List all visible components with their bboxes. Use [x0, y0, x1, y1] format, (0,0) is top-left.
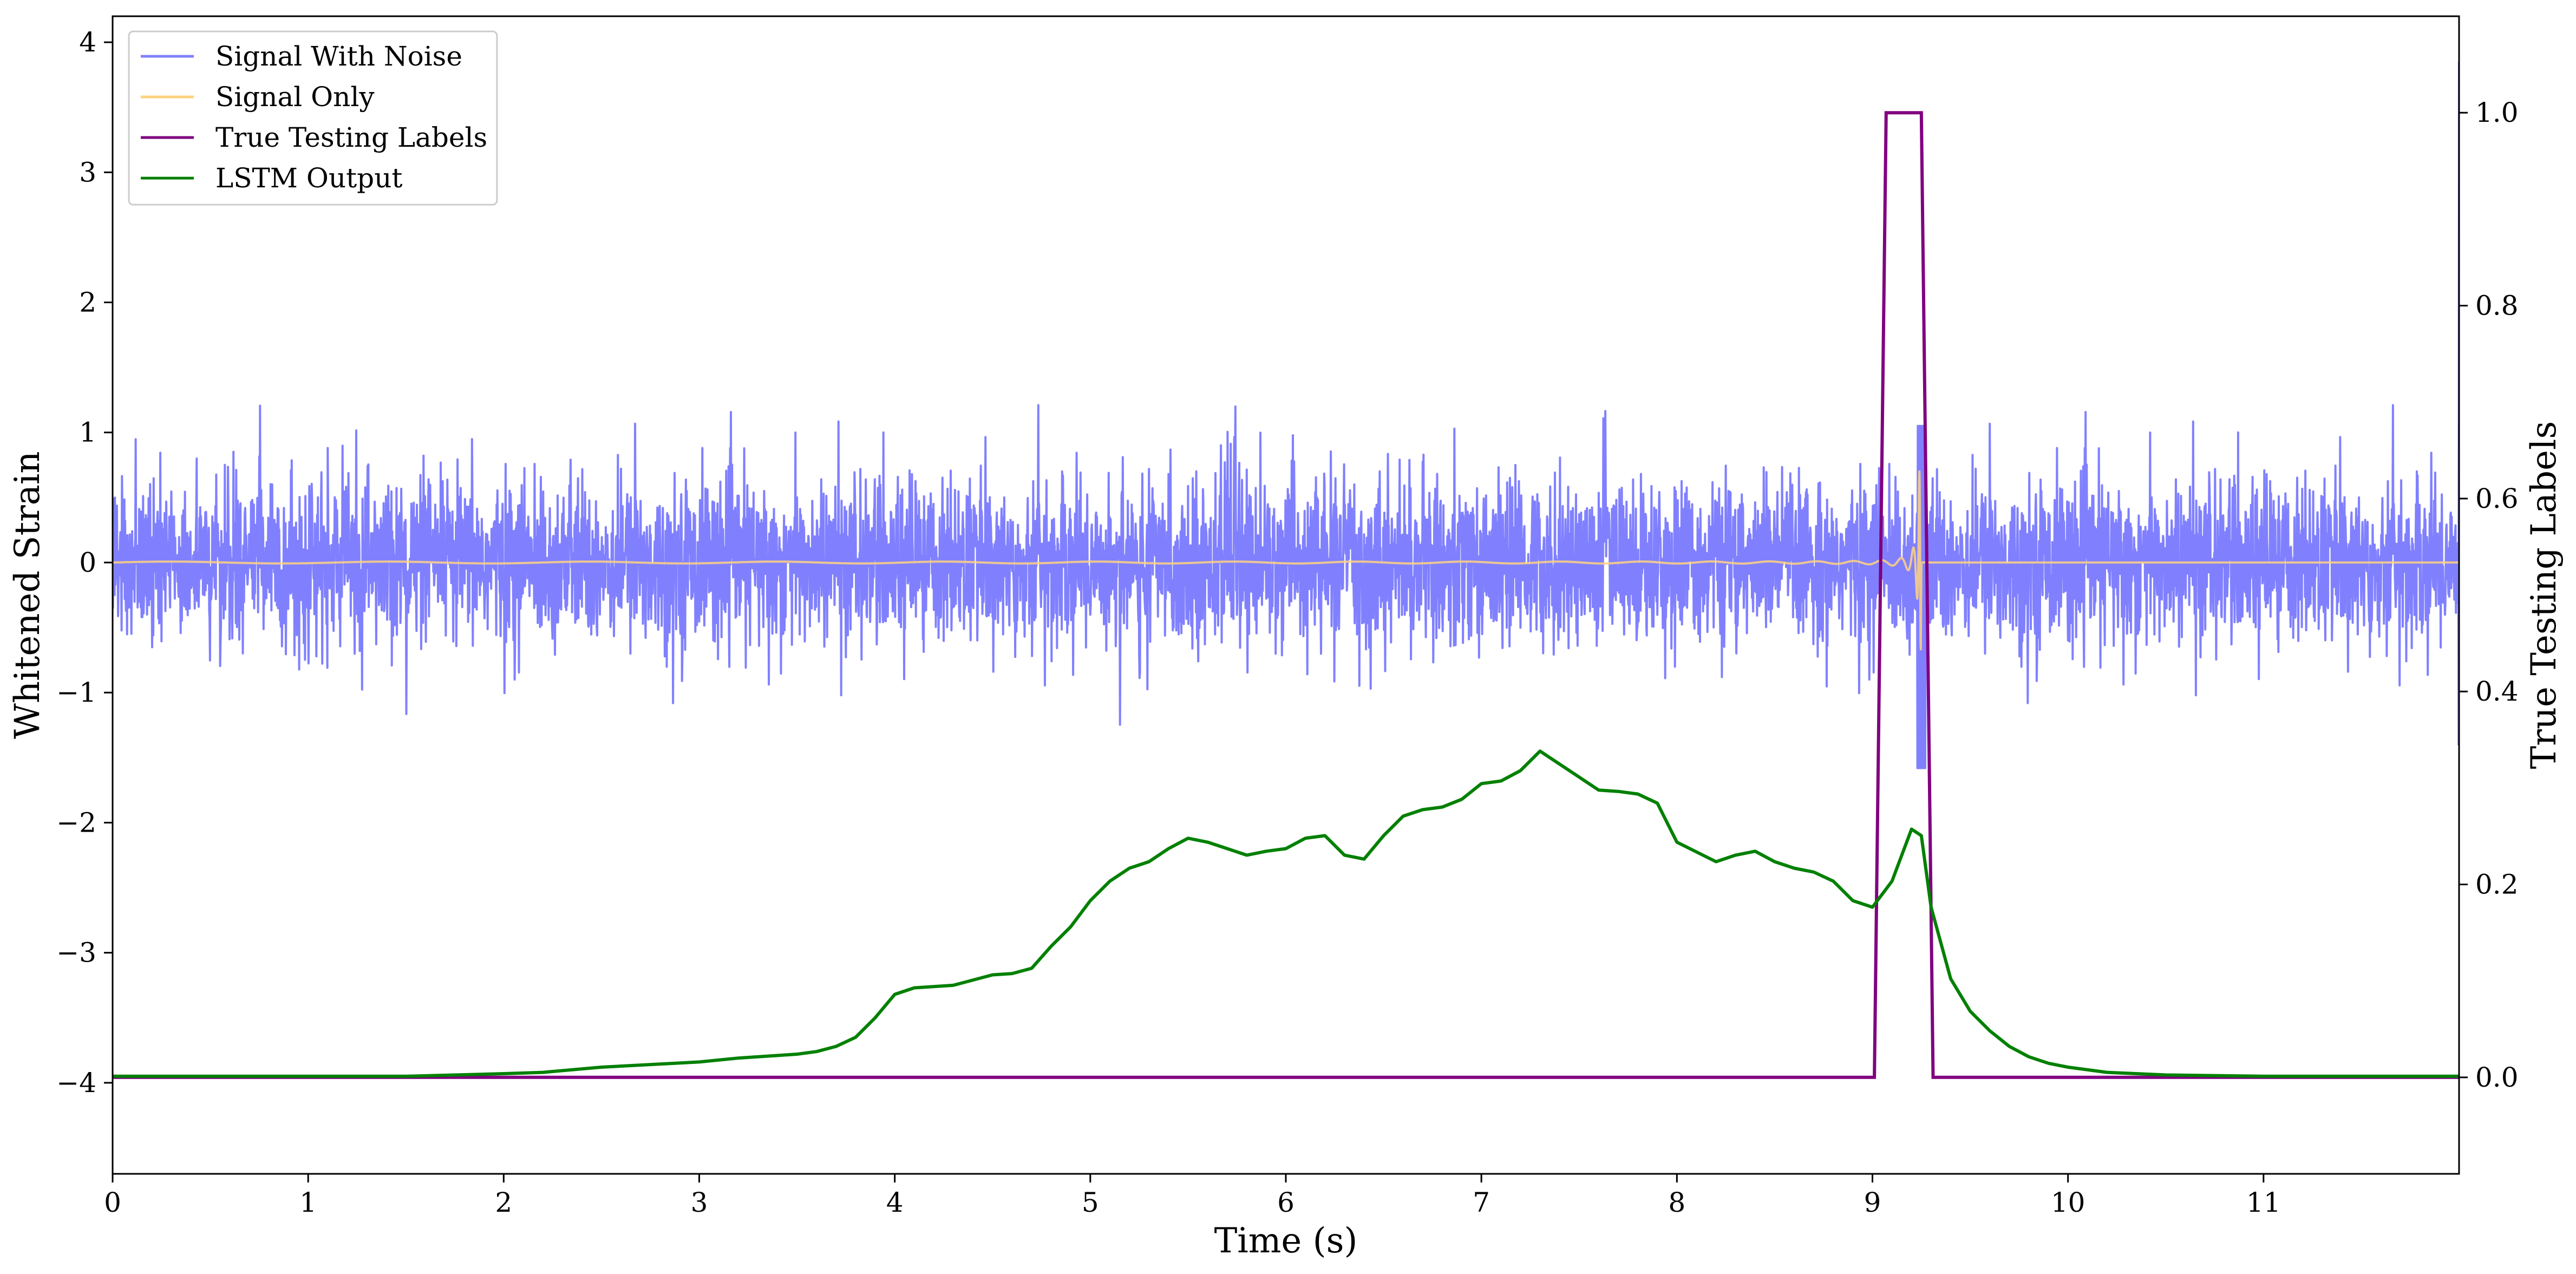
series-line-signal-with-noise [113, 62, 2459, 769]
x-axis-title: Time (s) [1214, 1221, 1358, 1261]
y-left-tick-label: 1 [79, 417, 96, 448]
x-tick-label: 0 [104, 1187, 121, 1218]
y-right-tick-label: 0.8 [2475, 290, 2519, 322]
legend-label-true-testing-labels: True Testing Labels [215, 122, 487, 153]
x-tick-label: 7 [1473, 1187, 1490, 1218]
y-left-tick-label: −2 [56, 807, 96, 838]
legend-label-lstm-output: LSTM Output [215, 162, 402, 194]
y-left-tick-label: −1 [56, 677, 96, 708]
x-tick-label: 5 [1082, 1187, 1099, 1218]
series-line-lstm-output [113, 749, 2459, 1078]
y-right-tick-label: 0.0 [2475, 1062, 2519, 1093]
series-line-true-testing-labels [113, 111, 2459, 1079]
x-tick-label: 8 [1668, 1187, 1685, 1218]
x-tick-label: 1 [299, 1187, 317, 1218]
x-tick-label: 4 [886, 1187, 904, 1218]
y-right-axis-title: True Testing Labels [2524, 421, 2564, 769]
legend: Signal With Noise Signal Only True Testi… [128, 30, 498, 206]
legend-label-signal-only: Signal Only [215, 81, 375, 113]
y-right-tick-label: 1.0 [2475, 97, 2519, 128]
y-right-tick-label: 0.4 [2475, 676, 2519, 707]
y-left-tick-label: 4 [79, 27, 96, 58]
plot-area [113, 62, 2459, 1079]
y-right-tick-label: 0.2 [2475, 869, 2519, 900]
x-axis-ticks: 0 1 2 3 4 5 6 7 8 9 10 11 [104, 1174, 2281, 1218]
y-left-tick-label: 3 [79, 156, 96, 188]
y-left-axis-ticks: −4 −3 −2 −1 0 1 2 3 4 [56, 27, 113, 1099]
x-tick-label: 9 [1864, 1187, 1881, 1218]
y-left-tick-label: 2 [79, 286, 96, 318]
y-left-tick-label: 0 [79, 547, 96, 578]
y-left-tick-label: −3 [56, 937, 96, 969]
legend-label-signal-with-noise: Signal With Noise [215, 41, 462, 72]
x-tick-label: 2 [495, 1187, 512, 1218]
legend-box [128, 30, 498, 206]
y-right-axis-ticks: 0.0 0.2 0.4 0.6 0.8 1.0 [2459, 97, 2519, 1093]
series-line-signal-only [113, 470, 2459, 651]
x-tick-label: 10 [2051, 1187, 2085, 1218]
y-left-tick-label: −4 [56, 1067, 96, 1099]
x-tick-label: 3 [691, 1187, 708, 1218]
y-right-tick-label: 0.6 [2475, 483, 2519, 514]
x-tick-label: 6 [1277, 1187, 1294, 1218]
x-tick-label: 11 [2246, 1187, 2281, 1218]
y-left-axis-title: Whitened Strain [8, 451, 48, 739]
